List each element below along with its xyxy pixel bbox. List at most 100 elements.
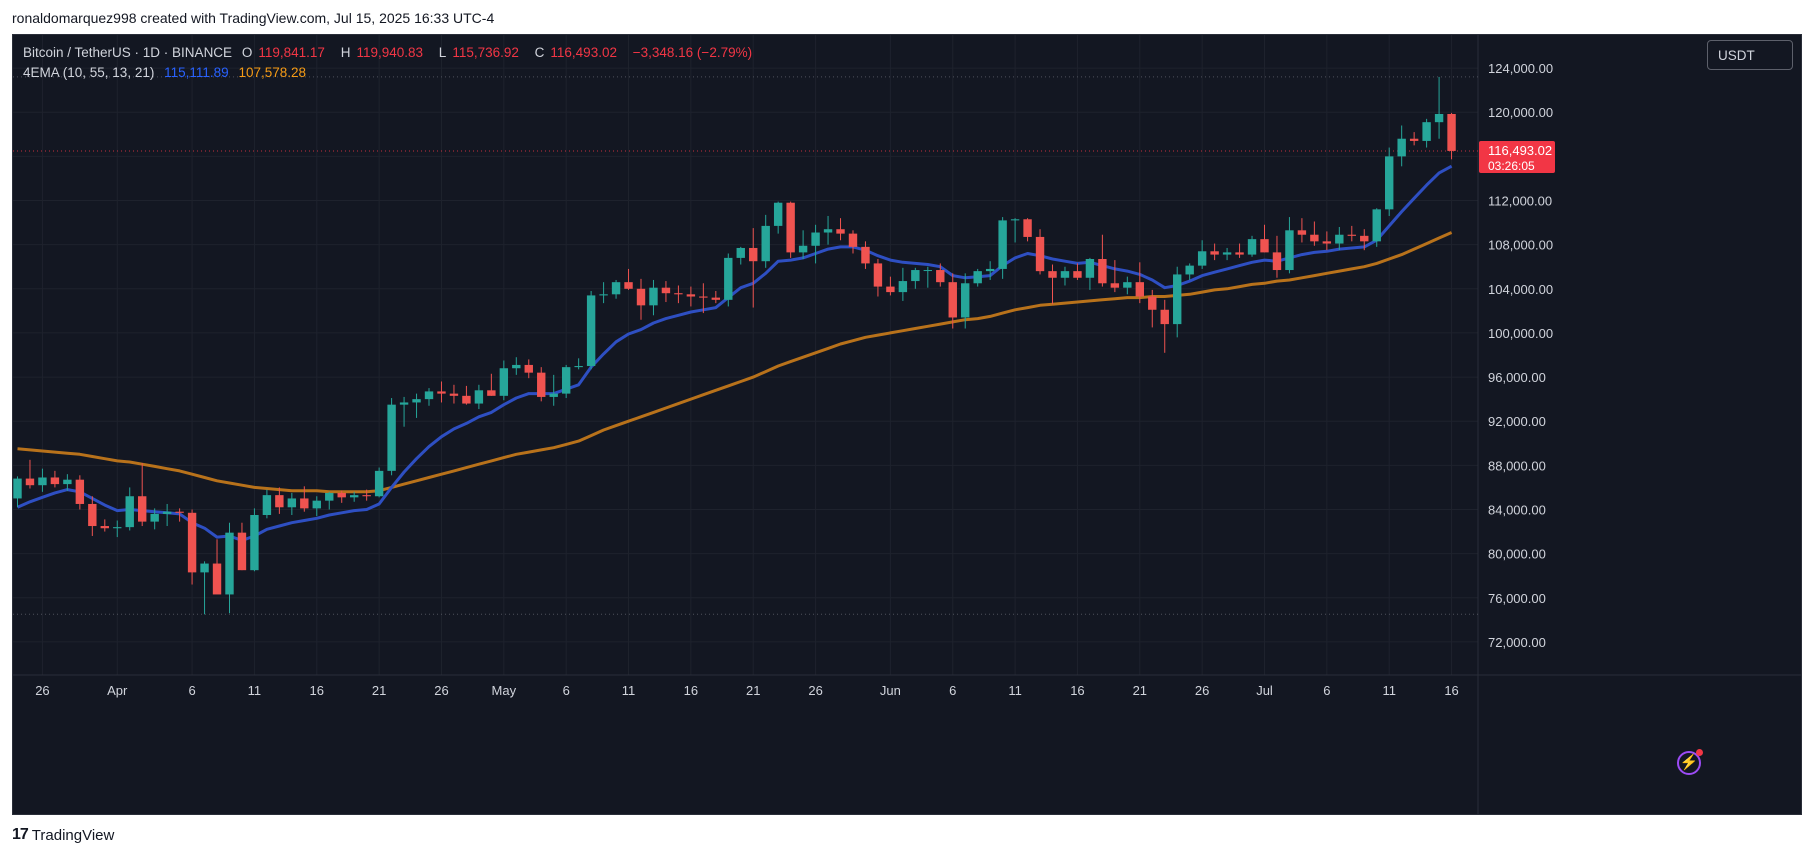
y-tick-label-9: 108,000.00 [1488, 238, 1553, 253]
legend-change: −3,348.16 (−2.79%) [632, 45, 753, 60]
candle-body-11 [150, 513, 159, 522]
ema-fast-value: 115,111.89 [164, 65, 229, 80]
candle-99 [1247, 235, 1257, 257]
legend-close: C 116,493.02 [534, 45, 617, 60]
candle-50 [636, 278, 646, 320]
candle-23 [300, 486, 309, 512]
candle-body-28 [362, 495, 371, 497]
candle-111 [1397, 125, 1406, 167]
candle-105 [1322, 231, 1332, 251]
candle-11 [150, 508, 159, 530]
y-tick-label-0: 72,000.00 [1488, 635, 1546, 650]
candle-56 [711, 291, 721, 304]
candle-body-63 [798, 245, 808, 253]
candle-35 [449, 384, 459, 404]
candle-body-103 [1297, 230, 1307, 235]
candle-24 [312, 496, 321, 517]
y-tick-label-7: 100,000.00 [1488, 326, 1553, 341]
legend-symbol[interactable]: Bitcoin / TetherUS · 1D · BINANCE [23, 45, 233, 60]
x-tick-label-6: 26 [434, 683, 448, 698]
lightning-icon[interactable]: ⚡ [1677, 751, 1701, 775]
candle-51 [649, 279, 658, 316]
candle-60 [761, 214, 770, 268]
candle-53 [674, 285, 683, 304]
candle-17 [225, 522, 234, 614]
candle-body-42 [537, 372, 546, 397]
candle-body-57 [724, 257, 733, 300]
x-tick-label-1: Apr [107, 683, 128, 698]
candlestick-chart[interactable]: 72,000.00 76,000.00 80,000.00 84,000.00 88,0… [13, 35, 1801, 814]
candle-body-48 [611, 282, 621, 295]
price-axis: 72,000.00 76,000.00 80,000.00 84,000.00 88,0… [1488, 61, 1553, 650]
y-tick-label-10: 112,000.00 [1488, 194, 1552, 209]
indicator-name[interactable]: 4EMA (10, 55, 13, 21) [23, 65, 155, 80]
x-tick-label-18: 26 [1195, 683, 1209, 698]
candle-29 [374, 467, 384, 498]
candle-69 [873, 259, 883, 297]
candle-33 [424, 388, 434, 406]
candle-28 [362, 489, 371, 501]
candle-42 [537, 367, 546, 402]
chart-frame[interactable]: 72,000.00 76,000.00 80,000.00 84,000.00 88,0… [12, 34, 1802, 815]
candle-body-35 [449, 393, 459, 396]
candle-body-69 [873, 263, 883, 287]
x-tick-label-8: 6 [563, 683, 570, 698]
candle-body-5 [75, 479, 85, 504]
candle-46 [586, 291, 596, 370]
candle-34 [437, 381, 446, 403]
y-tick-label-6: 96,000.00 [1488, 370, 1546, 385]
candle-body-84 [1060, 271, 1070, 278]
candle-114 [1434, 76, 1444, 139]
candle-26 [337, 490, 346, 503]
candle-59 [749, 228, 758, 308]
legend-indicator: 4EMA (10, 55, 13, 21) 115,111.89 107,578… [23, 65, 312, 80]
candle-39 [499, 360, 509, 401]
candle-body-91 [1148, 296, 1157, 310]
x-tick-label-21: 11 [1382, 683, 1396, 698]
x-tick-label-22: 16 [1444, 683, 1458, 698]
candle-18 [237, 522, 247, 571]
candle-body-85 [1073, 271, 1082, 278]
candle-body-89 [1123, 282, 1132, 288]
y-tick-label-4: 88,000.00 [1488, 458, 1546, 473]
candle-5 [75, 475, 85, 510]
candle-13 [175, 508, 184, 522]
candle-70 [886, 276, 895, 296]
candle-body-94 [1185, 265, 1194, 275]
y-tick-label-1: 76,000.00 [1488, 591, 1546, 606]
candle-body-111 [1397, 138, 1406, 157]
candle-43 [549, 374, 558, 406]
candle-93 [1173, 266, 1182, 338]
candle-body-65 [823, 229, 833, 233]
x-tick-label-17: 21 [1133, 683, 1147, 698]
grid-lines [13, 35, 1801, 814]
candle-98 [1235, 243, 1244, 258]
candle-97 [1222, 247, 1232, 261]
x-tick-label-2: 6 [188, 683, 195, 698]
y-tick-label-2: 80,000.00 [1488, 547, 1546, 562]
candle-body-13 [175, 511, 184, 513]
candle-body-87 [1098, 259, 1107, 284]
candle-body-22 [287, 498, 297, 508]
candle-body-55 [699, 296, 708, 298]
candle-103 [1297, 218, 1307, 243]
candle-0 [13, 476, 22, 508]
candle-44 [561, 364, 571, 399]
notification-dot [1696, 749, 1703, 756]
candle-112 [1409, 132, 1419, 146]
candle-body-60 [761, 225, 770, 262]
candle-body-40 [512, 364, 521, 369]
candle-body-56 [711, 297, 721, 300]
candle-body-86 [1085, 259, 1095, 278]
candle-106 [1335, 227, 1344, 251]
candle-body-102 [1285, 230, 1294, 271]
candle-81 [1023, 218, 1032, 242]
candle-41 [524, 359, 533, 379]
currency-selector[interactable]: USDT [1707, 40, 1793, 70]
candle-73 [923, 266, 933, 288]
candle-body-38 [487, 390, 496, 396]
candle-63 [798, 230, 808, 259]
candle-62 [786, 201, 795, 258]
candle-body-92 [1160, 309, 1169, 325]
candle-94 [1185, 263, 1194, 280]
